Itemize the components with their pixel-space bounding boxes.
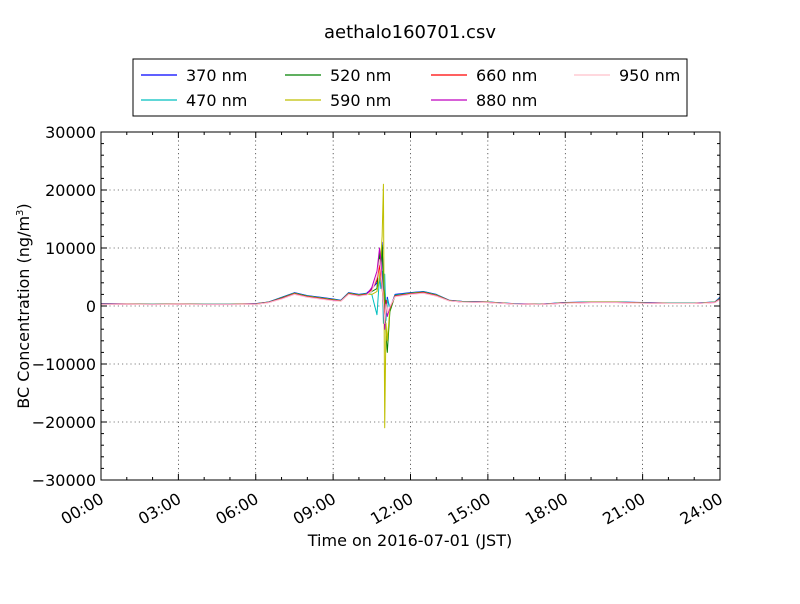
y-tick-label: 10000 [45,239,96,258]
y-tick-label: −20000 [32,413,96,432]
y-tick-labels: 30000 20000 10000 0 −10000 −20000 −30000 [32,123,96,490]
legend-frame [132,58,688,117]
y-axis-label-superscript: 3 [15,210,26,216]
legend-label: 520 nm [330,66,391,85]
legend-label: 370 nm [186,66,247,85]
y-tick-label: −30000 [32,471,96,490]
legend-label: 950 nm [619,66,680,85]
grid [101,132,720,480]
y-axis-label-close: ) [14,203,33,209]
legend: 370 nm 470 nm 520 nm 590 nm 660 nm 880 nm 950 … [132,58,688,117]
y-tick-label: −10000 [32,355,96,374]
legend-label: 590 nm [330,91,391,110]
legend-label: 470 nm [186,91,247,110]
y-tick-label: 30000 [45,123,96,142]
legend-label: 880 nm [476,91,537,110]
y-axis-label-main: BC Concentration (ng/m [14,216,33,409]
x-axis-label: Time on 2016-07-01 (JST) [307,531,512,550]
ticks [100,131,721,481]
y-tick-label: 20000 [45,181,96,200]
chart-title: aethalo160701.csv [324,22,496,43]
series-line-950-nm [101,259,721,324]
y-axis-label: BC Concentration (ng/m3) [14,203,33,408]
legend-label: 660 nm [476,66,537,85]
y-tick-label: 0 [86,297,96,316]
series-lines [100,183,721,429]
